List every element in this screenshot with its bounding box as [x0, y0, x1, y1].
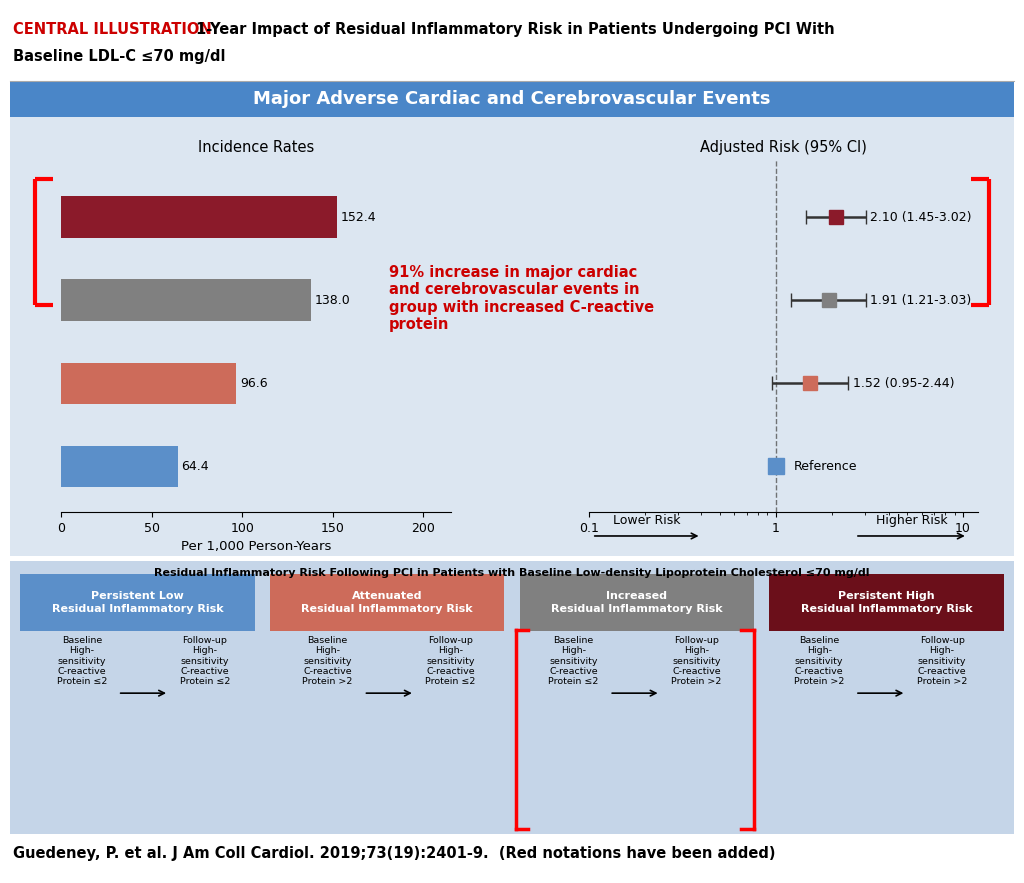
Text: Major Adverse Cardiac and Cerebrovascular Events: Major Adverse Cardiac and Cerebrovascula…: [253, 90, 771, 108]
Bar: [519, 574, 754, 631]
Text: Follow-up
High-
sensitivity
C-reactive
Protein >2: Follow-up High- sensitivity C-reactive P…: [671, 636, 722, 686]
X-axis label: Per 1,000 Person-Years: Per 1,000 Person-Years: [181, 540, 331, 554]
Text: 2.10 (1.45-3.02): 2.10 (1.45-3.02): [869, 211, 971, 223]
Text: Reference: Reference: [794, 460, 857, 473]
Text: Follow-up
High-
sensitivity
C-reactive
Protein ≤2: Follow-up High- sensitivity C-reactive P…: [425, 636, 476, 686]
Bar: [61, 446, 178, 487]
Text: Baseline LDL-C ≤70 mg/dl: Baseline LDL-C ≤70 mg/dl: [13, 49, 226, 64]
Bar: [10, 117, 1014, 556]
Text: Persistent High
Residual Inflammatory Risk: Persistent High Residual Inflammatory Ri…: [801, 592, 972, 614]
Text: 138.0: 138.0: [314, 294, 350, 306]
Text: Attenuated
Residual Inflammatory Risk: Attenuated Residual Inflammatory Risk: [301, 592, 473, 614]
Bar: [61, 363, 237, 404]
Text: Baseline
High-
sensitivity
C-reactive
Protein ≤2: Baseline High- sensitivity C-reactive Pr…: [548, 636, 599, 686]
Bar: [61, 196, 337, 238]
Title: Adjusted Risk (95% CI): Adjusted Risk (95% CI): [700, 140, 866, 155]
Text: Lower Risk: Lower Risk: [613, 514, 681, 527]
Text: Persistent Low
Residual Inflammatory Risk: Persistent Low Residual Inflammatory Ris…: [52, 592, 223, 614]
Text: 1.91 (1.21-3.03): 1.91 (1.21-3.03): [870, 294, 971, 306]
Text: Higher Risk: Higher Risk: [876, 514, 947, 527]
Bar: [769, 574, 1004, 631]
Text: Follow-up
High-
sensitivity
C-reactive
Protein >2: Follow-up High- sensitivity C-reactive P…: [916, 636, 968, 686]
Text: Baseline
High-
sensitivity
C-reactive
Protein >2: Baseline High- sensitivity C-reactive Pr…: [794, 636, 845, 686]
Text: 1.52 (0.95-2.44): 1.52 (0.95-2.44): [853, 377, 954, 389]
Text: Guedeney, P. et al. J Am Coll Cardiol. 2019;73(19):2401-9.  (Red notations have : Guedeney, P. et al. J Am Coll Cardiol. 2…: [13, 846, 776, 861]
Text: Baseline
High-
sensitivity
C-reactive
Protein ≤2: Baseline High- sensitivity C-reactive Pr…: [56, 636, 108, 686]
Text: Increased
Residual Inflammatory Risk: Increased Residual Inflammatory Risk: [551, 592, 723, 614]
Bar: [10, 81, 1014, 117]
Text: Residual Inflammatory Risk Following PCI in Patients with Baseline Low-density L: Residual Inflammatory Risk Following PCI…: [155, 568, 869, 577]
Text: 1-Year Impact of Residual Inflammatory Risk in Patients Undergoing PCI With: 1-Year Impact of Residual Inflammatory R…: [196, 22, 835, 37]
Bar: [270, 574, 504, 631]
Text: 152.4: 152.4: [341, 211, 377, 223]
Bar: [10, 561, 1014, 834]
Text: 64.4: 64.4: [181, 460, 209, 473]
Text: 91% increase in major cardiac
and cerebrovascular events in
group with increased: 91% increase in major cardiac and cerebr…: [389, 265, 654, 332]
Bar: [20, 574, 255, 631]
Text: Follow-up
High-
sensitivity
C-reactive
Protein ≤2: Follow-up High- sensitivity C-reactive P…: [179, 636, 230, 686]
Bar: [61, 279, 311, 321]
Text: CENTRAL ILLUSTRATION: CENTRAL ILLUSTRATION: [13, 22, 212, 37]
Title: Incidence Rates: Incidence Rates: [198, 140, 314, 155]
Text: Baseline
High-
sensitivity
C-reactive
Protein >2: Baseline High- sensitivity C-reactive Pr…: [302, 636, 353, 686]
Text: 96.6: 96.6: [240, 377, 267, 389]
